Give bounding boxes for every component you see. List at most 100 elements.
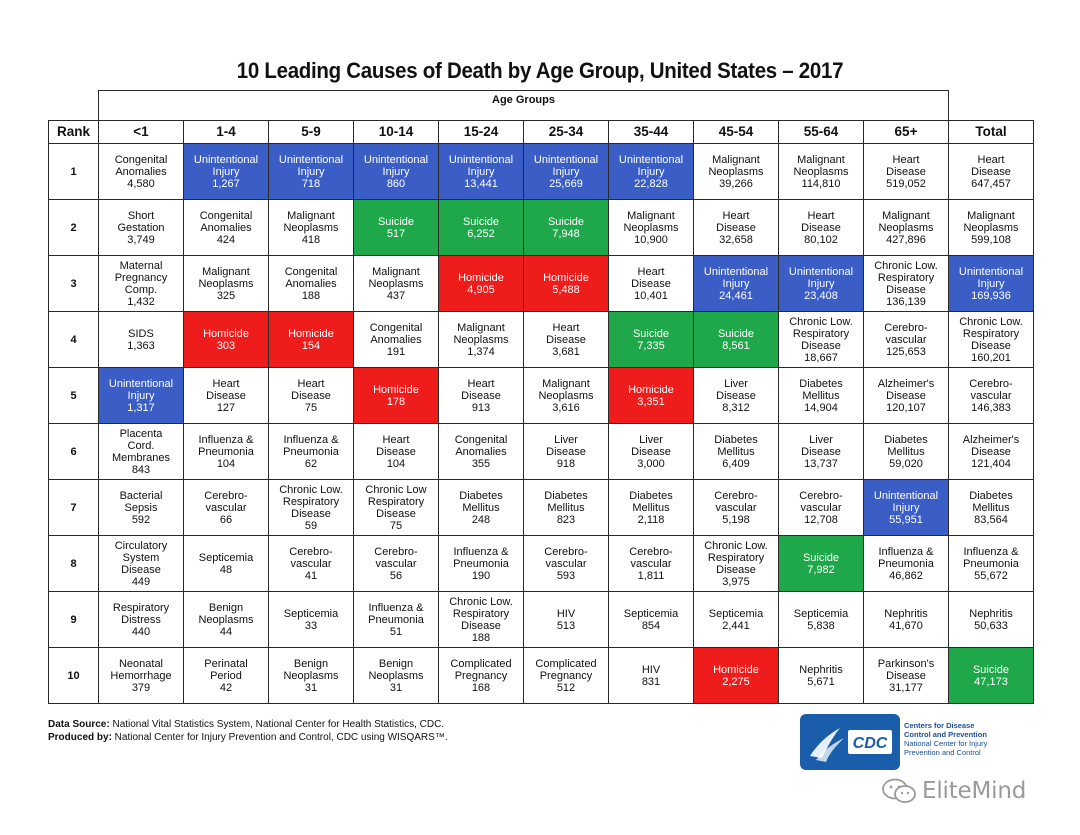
cause-cell: Chronic Low. Respiratory Disease 3,975 xyxy=(693,535,779,592)
age-column-header: 55-64 xyxy=(778,120,864,144)
age-column-header: 35-44 xyxy=(608,120,694,144)
death-count: 1,363 xyxy=(127,339,155,352)
cause-name: Unintentional xyxy=(873,489,939,502)
rank-cell: 10 xyxy=(48,647,99,704)
cause-cell: Placenta Cord. Membranes 843 xyxy=(98,423,184,480)
cause-cell: Heart Disease 647,457 xyxy=(948,143,1034,200)
cause-cell: Alzheimer's Disease 120,107 xyxy=(863,367,949,424)
cause-name: Malignant xyxy=(797,153,845,166)
table-row: 9 Respiratory Distress 440 Benign Neoplasms 44… xyxy=(48,591,1034,648)
rank-header: Rank xyxy=(48,120,99,144)
cause-name: Anomalies xyxy=(200,221,252,234)
cause-name: Unintentional xyxy=(193,153,259,166)
cause-name: Unintentional xyxy=(958,265,1024,278)
death-count: 191 xyxy=(386,345,406,358)
cause-name: Heart xyxy=(722,209,750,222)
cause-cell: Complicated Pregnancy 512 xyxy=(523,647,609,704)
cause-cell: Congenital Anomalies 188 xyxy=(268,255,354,312)
cause-name: Malignant xyxy=(712,153,760,166)
cause-name: vascular xyxy=(885,333,927,346)
rank-cell: 9 xyxy=(48,591,99,648)
cause-name: Congenital xyxy=(454,433,508,446)
hhs-eagle-icon: CDC xyxy=(810,728,892,762)
cause-name: Maternal xyxy=(119,259,163,272)
table-row: 2 Short Gestation 3,749 Congenital Anomalies 4… xyxy=(48,199,1034,256)
table-row: 7 Bacterial Sepsis 592 Cerebro-vascular 66 Chr… xyxy=(48,479,1034,536)
cause-name: vascular xyxy=(375,557,417,570)
death-count: 592 xyxy=(131,513,151,526)
cause-name: Cerebro- xyxy=(289,545,333,558)
death-count: 146,383 xyxy=(971,401,1011,414)
death-count: 190 xyxy=(471,569,491,582)
cause-cell: Malignant Neoplasms 427,896 xyxy=(863,199,949,256)
death-count: 3,681 xyxy=(552,345,580,358)
cause-cell: Unintentional Injury 55,951 xyxy=(863,479,949,536)
cause-name: Disease xyxy=(546,333,586,346)
death-count: 860 xyxy=(386,177,406,190)
cause-cell: Heart Disease 10,401 xyxy=(608,255,694,312)
cause-cell: Suicide 6,252 xyxy=(438,199,524,256)
cause-name: Malignant xyxy=(457,321,505,334)
cause-cell: Homicide 154 xyxy=(268,311,354,368)
cause-name: Nephritis xyxy=(799,663,843,676)
death-count: 31 xyxy=(304,681,318,694)
cause-name: Homicide xyxy=(543,271,589,284)
death-count: 513 xyxy=(556,619,576,632)
data-source-label: Data Source: xyxy=(48,719,110,730)
cause-cell: Chronic Low. Respiratory Disease 136,139 xyxy=(863,255,949,312)
death-count: 178 xyxy=(386,395,406,408)
age-column-header: 1-4 xyxy=(183,120,269,144)
cause-name: Heart xyxy=(637,265,665,278)
cause-name: Cerebro- xyxy=(629,545,673,558)
cause-name: Chronic Low. xyxy=(449,595,513,608)
cause-name: Cerebro- xyxy=(884,321,928,334)
svg-text:CDC: CDC xyxy=(853,735,888,752)
cause-name: Heart xyxy=(297,377,325,390)
rank-cell: 4 xyxy=(48,311,99,368)
death-count: 5,838 xyxy=(807,619,835,632)
cause-name: Anomalies xyxy=(285,277,337,290)
death-count: 823 xyxy=(556,513,576,526)
cause-name: Cord. xyxy=(127,439,155,452)
death-count: 33 xyxy=(304,619,318,632)
table-row: 1 Congenital Anomalies 4,580 Unintentional In… xyxy=(48,143,1034,200)
cause-name: Homicide xyxy=(713,663,759,676)
cause-name: Benign xyxy=(208,601,244,614)
cause-cell: Suicide 7,982 xyxy=(778,535,864,592)
cause-name: Short xyxy=(127,209,155,222)
rank-cell: 3 xyxy=(48,255,99,312)
death-count: 31,177 xyxy=(889,681,923,694)
death-count: 303 xyxy=(216,339,236,352)
cause-cell: Liver Disease 918 xyxy=(523,423,609,480)
cause-name: Disease xyxy=(801,339,841,352)
cause-name: Hemorrhage xyxy=(110,669,172,682)
cause-name: Benign xyxy=(378,657,414,670)
cause-name: Heart xyxy=(807,209,835,222)
cause-name: Heart xyxy=(212,377,240,390)
cause-name: Anomalies xyxy=(455,445,507,458)
cause-cell: Liver Disease 8,312 xyxy=(693,367,779,424)
cause-name: Injury xyxy=(892,501,920,514)
cause-name: Disease xyxy=(971,339,1011,352)
cause-cell: Heart Disease 75 xyxy=(268,367,354,424)
death-count: 449 xyxy=(131,575,151,588)
death-count: 83,564 xyxy=(974,513,1008,526)
cause-name: Influenza & xyxy=(283,433,339,446)
cause-cell: Unintentional Injury 1,317 xyxy=(98,367,184,424)
table-row: 6 Placenta Cord. Membranes 843 Influenza & Pne… xyxy=(48,423,1034,480)
cause-cell: Benign Neoplasms 31 xyxy=(268,647,354,704)
cause-name: Cerebro- xyxy=(799,489,843,502)
cause-cell: Nephritis 41,670 xyxy=(863,591,949,648)
cause-cell: Congenital Anomalies 191 xyxy=(353,311,439,368)
cause-cell: Cerebro-vascular 56 xyxy=(353,535,439,592)
death-count: 418 xyxy=(301,233,321,246)
cause-name: Nephritis xyxy=(969,607,1013,620)
cause-name: Injury xyxy=(552,165,580,178)
cause-cell: Liver Disease 13,737 xyxy=(778,423,864,480)
death-count: 50,633 xyxy=(974,619,1008,632)
cause-name: Mellitus xyxy=(717,445,755,458)
death-count: 325 xyxy=(216,289,236,302)
death-count: 843 xyxy=(131,463,151,476)
cause-name: Injury xyxy=(637,165,665,178)
cause-name: Pneumonia xyxy=(453,557,509,570)
